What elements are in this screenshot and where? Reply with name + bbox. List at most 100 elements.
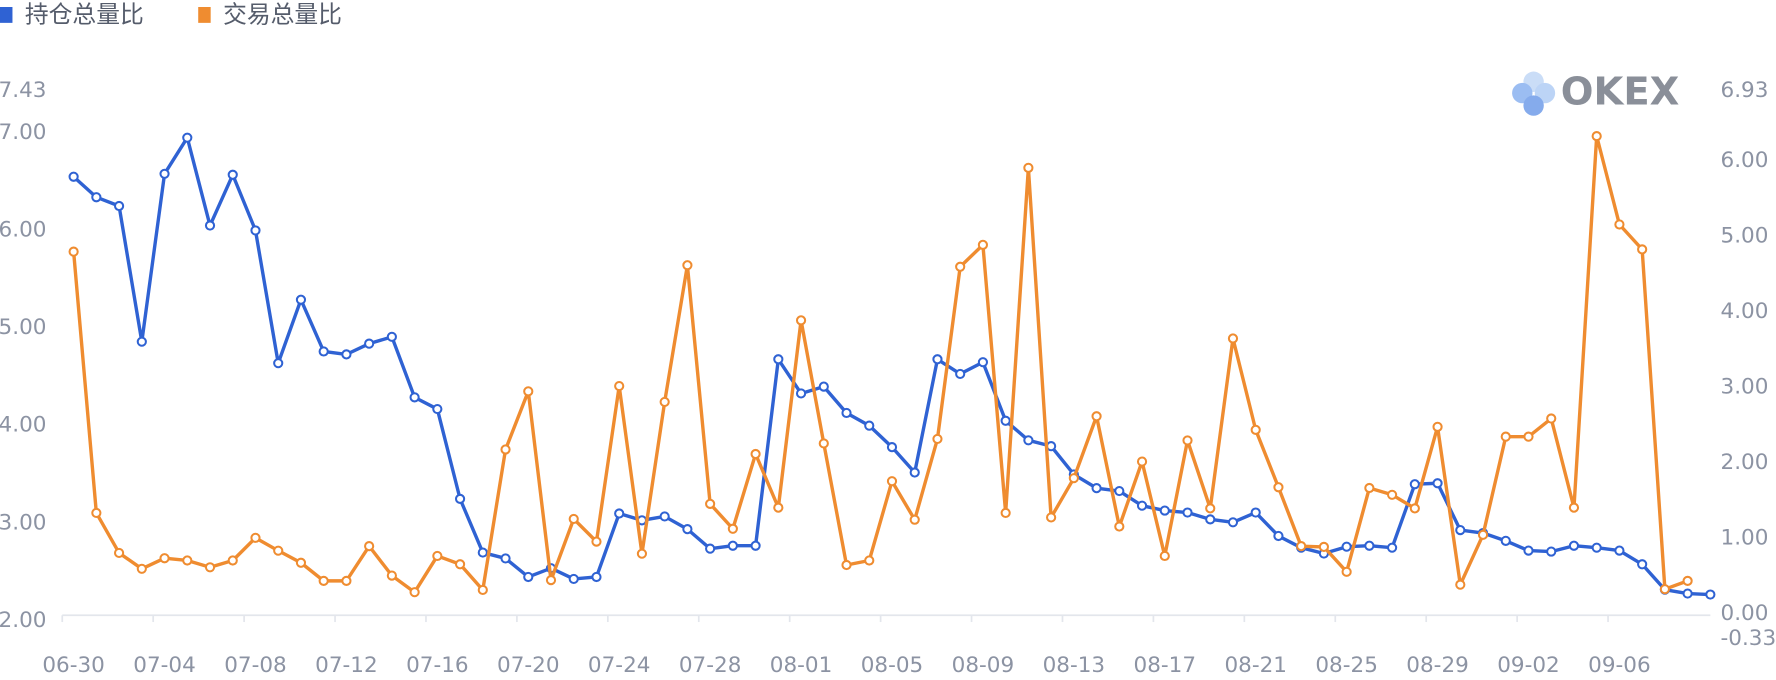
watermark: OKEX: [1561, 70, 1680, 115]
point: [841, 559, 852, 571]
point: [545, 575, 557, 586]
point: [136, 563, 147, 574]
point: [204, 220, 216, 231]
point: [1159, 550, 1170, 562]
point: [295, 557, 307, 568]
x-tick-label: 08-13: [1043, 653, 1106, 678]
point: [1455, 525, 1466, 536]
y2-tick-label: 6.00: [1721, 148, 1769, 173]
point: [1227, 517, 1239, 528]
point: [773, 354, 784, 365]
point: [1250, 424, 1261, 435]
point: [659, 396, 670, 408]
x-tick-label: 07-12: [315, 653, 378, 678]
point: [864, 555, 875, 566]
point: [1068, 473, 1079, 484]
point: [364, 338, 375, 349]
point: [818, 438, 829, 449]
point: [1273, 482, 1284, 493]
point: [1000, 507, 1011, 519]
point: [1000, 415, 1011, 426]
line: [71, 134, 1689, 594]
point: [614, 380, 625, 392]
x-tick-label: 08-17: [1134, 653, 1197, 678]
point: [1046, 512, 1057, 523]
point: [1364, 540, 1375, 551]
point: [1114, 521, 1125, 532]
x-tick-label: 08-29: [1406, 653, 1469, 678]
point: [1296, 541, 1307, 552]
point: [1136, 500, 1148, 511]
x-tick-label: 07-24: [588, 653, 651, 678]
point: [955, 368, 966, 380]
point: [773, 502, 784, 513]
point: [568, 573, 579, 585]
point: [1500, 535, 1511, 546]
point: [500, 444, 511, 455]
point: [886, 442, 898, 453]
point: [818, 381, 829, 392]
point: [500, 553, 511, 564]
point: [227, 555, 238, 566]
point: [159, 168, 170, 179]
x-tick-label: 08-05: [861, 653, 924, 678]
x-tick-label: 09-06: [1588, 653, 1651, 678]
point: [1023, 435, 1034, 446]
point: [1477, 529, 1489, 540]
x-tick-label: 07-20: [497, 653, 560, 678]
point: [1523, 431, 1534, 442]
point: [295, 294, 307, 305]
point: [932, 433, 943, 445]
point: [955, 261, 966, 272]
point: [750, 540, 761, 551]
point: [91, 507, 102, 519]
y2-tick-label: -0.33: [1721, 626, 1776, 651]
point: [1318, 541, 1329, 552]
point: [1659, 584, 1670, 595]
y-tick-label: 3.00: [0, 510, 46, 535]
point: [1637, 244, 1648, 255]
point: [636, 548, 648, 559]
y2-tick-label: 2.00: [1721, 450, 1769, 475]
x-tick-label: 08-09: [952, 653, 1015, 678]
point: [1614, 219, 1625, 230]
point: [795, 315, 807, 326]
point: [1409, 479, 1420, 490]
point: [1273, 530, 1284, 542]
point: [273, 358, 284, 369]
series: [68, 132, 1716, 600]
point: [386, 570, 397, 581]
x-tick-label: 07-08: [224, 653, 287, 678]
point: [1546, 413, 1557, 424]
series: [68, 131, 1693, 598]
point: [1682, 588, 1693, 599]
point: [454, 559, 466, 570]
point: [68, 171, 79, 182]
point: [432, 550, 443, 562]
point: [113, 200, 125, 212]
point: [1227, 333, 1239, 344]
point: [932, 354, 943, 365]
point: [159, 553, 170, 564]
point: [682, 524, 693, 535]
point: [1568, 540, 1580, 551]
x-tick-label: 08-21: [1224, 653, 1287, 678]
point: [136, 336, 147, 347]
x-tick-label: 09-02: [1497, 653, 1560, 678]
point: [1432, 478, 1443, 489]
point: [1568, 502, 1580, 513]
point: [705, 543, 716, 554]
point: [1591, 542, 1602, 553]
point: [250, 225, 261, 236]
x-tick-label: 07-28: [679, 653, 742, 678]
point: [1387, 542, 1398, 553]
point: [682, 260, 693, 271]
point: [1705, 589, 1716, 600]
point: [659, 511, 670, 522]
point: [432, 403, 443, 415]
point: [341, 575, 352, 586]
point: [204, 562, 216, 573]
watermark-logo: [1512, 71, 1556, 116]
y2-tick-label: 0.00: [1721, 601, 1769, 626]
point: [1500, 431, 1511, 442]
